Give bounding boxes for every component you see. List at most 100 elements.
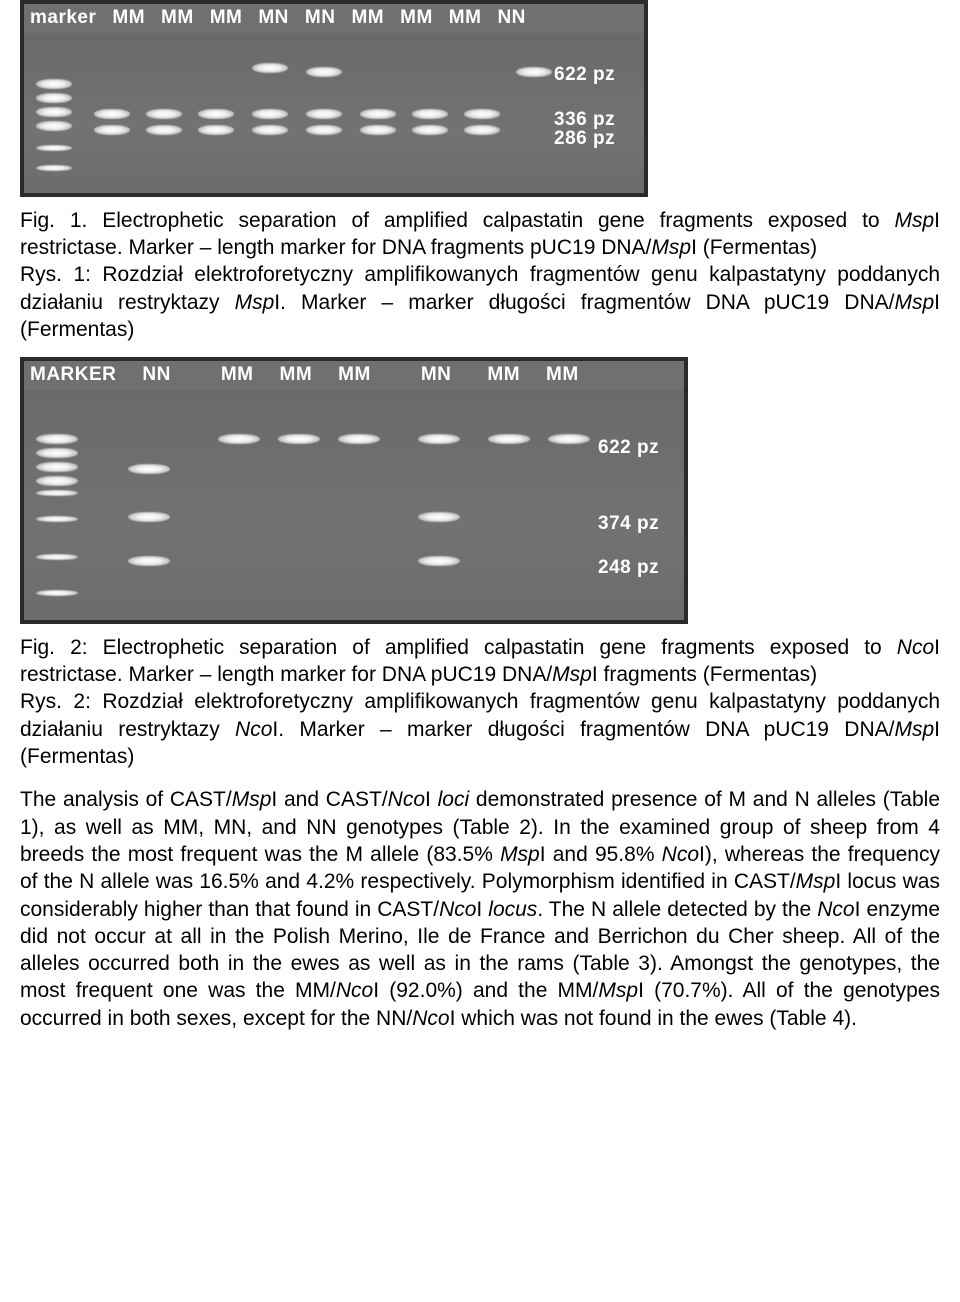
enzyme-name: Msp: [651, 236, 691, 259]
body-text: I: [425, 788, 438, 811]
gel-band: [306, 67, 342, 77]
term-loci: loci: [438, 788, 470, 811]
gel-band: [36, 145, 72, 151]
gel-band: [128, 556, 170, 566]
gel-band: [146, 109, 182, 119]
figure-1: marker MM MM MM MN MN MM MM MM NN 622 pz…: [20, 0, 940, 343]
enzyme-name: Msp: [552, 663, 592, 686]
gel-lane: [32, 33, 76, 193]
gel-band: [418, 434, 460, 444]
enzyme-name: Msp: [796, 870, 836, 893]
figure-2: MARKER NN MM MM MM MN MM MM 622 pz 374 p…: [20, 357, 940, 770]
gel-band: [516, 67, 552, 77]
gel-band: [94, 125, 130, 135]
gel-lane: [414, 390, 464, 620]
caption-text: Fig. 1. Electrophetic separation of ampl…: [20, 209, 894, 232]
lane-label: MM: [338, 363, 371, 388]
gel-lane: [248, 33, 292, 193]
size-label: 622 pz: [554, 63, 615, 88]
gel-band: [412, 109, 448, 119]
lane-label: MM: [400, 6, 433, 31]
caption-text: Fig. 2: Electrophetic separation of ampl…: [20, 636, 897, 659]
figure-2-caption: Fig. 2: Electrophetic separation of ampl…: [20, 634, 940, 770]
gel-lane: [90, 33, 134, 193]
lane-label: MM: [221, 363, 254, 388]
lane-label: NN: [142, 363, 170, 388]
page-content: marker MM MM MM MN MN MM MM MM NN 622 pz…: [0, 0, 960, 1062]
gel-band: [36, 554, 78, 560]
gel-band: [36, 107, 72, 117]
lane-label: MM: [210, 6, 243, 31]
lane-label: MM: [112, 6, 145, 31]
lane-label: MM: [161, 6, 194, 31]
gel-band: [36, 79, 72, 89]
gel-lane: [512, 33, 556, 193]
enzyme-name: Nco: [235, 718, 272, 741]
gel-band: [36, 165, 72, 171]
gel-lane: [302, 33, 346, 193]
gel-band: [412, 125, 448, 135]
enzyme-name: Msp: [598, 979, 638, 1002]
gel-lane: [408, 33, 452, 193]
enzyme-name: Nco: [388, 788, 425, 811]
gel-band: [338, 434, 380, 444]
gel2-bands-area: 622 pz 374 pz 248 pz: [24, 390, 684, 620]
gel-band: [464, 109, 500, 119]
gel-lane: [274, 390, 324, 620]
caption-text: I. Marker – marker długości fragmentów D…: [272, 718, 894, 741]
enzyme-name: Msp: [894, 291, 934, 314]
gel-band: [360, 125, 396, 135]
body-text: I and CAST/: [271, 788, 387, 811]
body-text: The analysis of CAST/: [20, 788, 232, 811]
enzyme-name: Nco: [336, 979, 373, 1002]
gel-band: [36, 516, 78, 522]
gel-band: [128, 512, 170, 522]
gel-band: [252, 125, 288, 135]
enzyme-name: Nco: [662, 843, 699, 866]
body-paragraph: The analysis of CAST/MspI and CAST/NcoI …: [20, 786, 940, 1032]
gel-band: [418, 556, 460, 566]
gel-band: [252, 63, 288, 73]
enzyme-name: Msp: [235, 291, 275, 314]
gel-image-2: MARKER NN MM MM MM MN MM MM 622 pz 374 p…: [20, 357, 688, 624]
gel-band: [548, 434, 590, 444]
enzyme-name: Nco: [817, 898, 854, 921]
gel1-bands-area: 622 pz 336 pz 286 pz: [24, 33, 644, 193]
enzyme-name: Msp: [500, 843, 540, 866]
lane-label: MM: [449, 6, 482, 31]
caption-text: I fragments (Fermentas): [592, 663, 817, 686]
gel-band: [36, 590, 78, 596]
gel-band: [36, 448, 78, 458]
lane-label: NN: [497, 6, 525, 31]
gel-lane: [194, 33, 238, 193]
caption-text: I (Fermentas): [691, 236, 817, 259]
enzyme-name: Nco: [897, 636, 934, 659]
size-label: 248 pz: [598, 556, 659, 581]
gel-lane: [334, 390, 384, 620]
enzyme-name: Msp: [894, 718, 934, 741]
gel-band: [94, 109, 130, 119]
gel-band: [36, 93, 72, 103]
gel2-lane-labels: MARKER NN MM MM MM MN MM MM: [24, 361, 684, 390]
gel-band: [146, 125, 182, 135]
body-text: I: [476, 898, 488, 921]
gel-band: [36, 490, 78, 496]
lane-label: MARKER: [30, 363, 116, 388]
body-text: I which was not found in the ewes (Table…: [450, 1007, 857, 1030]
enzyme-name: Msp: [894, 209, 934, 232]
gel-lane: [124, 390, 174, 620]
term-locus: locus: [488, 898, 537, 921]
figure-1-caption: Fig. 1. Electrophetic separation of ampl…: [20, 207, 940, 343]
enzyme-name: Msp: [232, 788, 272, 811]
lane-label: MM: [487, 363, 520, 388]
gel-band: [218, 434, 260, 444]
gel-lane: [356, 33, 400, 193]
body-text: . The N allele detected by the: [537, 898, 817, 921]
gel-lane: [544, 390, 594, 620]
gel-lane: [460, 33, 504, 193]
gel-band: [360, 109, 396, 119]
body-text: I and 95.8%: [540, 843, 662, 866]
lane-label: MN: [258, 6, 289, 31]
lane-label: MM: [280, 363, 313, 388]
gel-band: [278, 434, 320, 444]
